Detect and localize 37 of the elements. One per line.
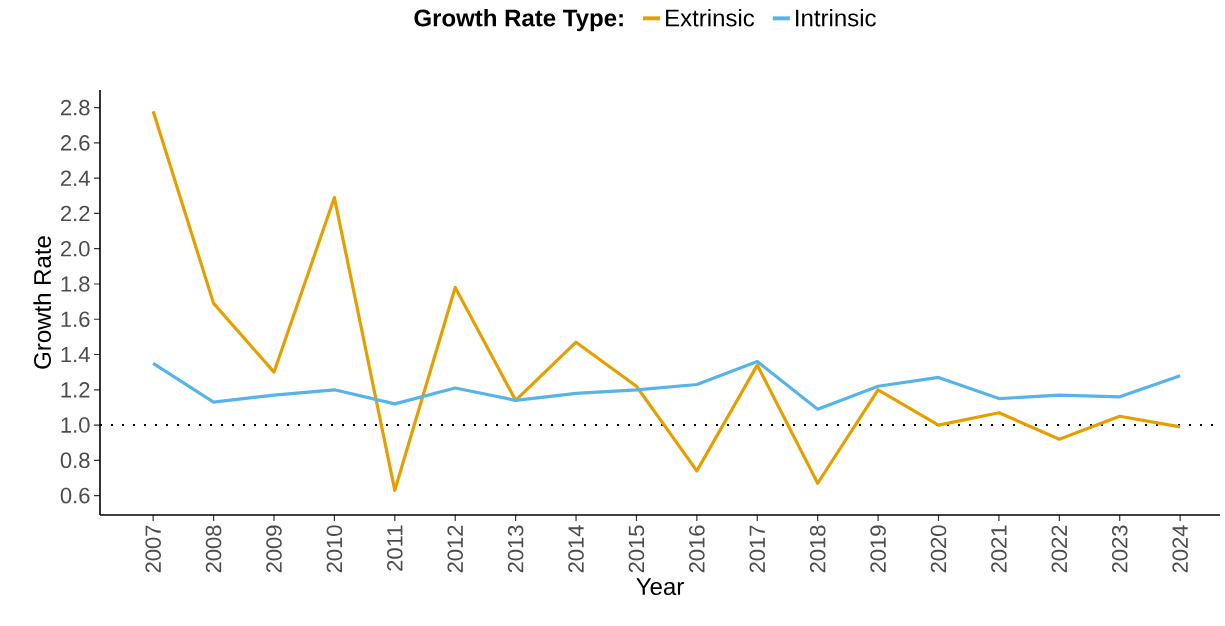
x-tick-label: 2019	[870, 525, 886, 573]
x-tick-label: 2023	[1111, 525, 1128, 573]
x-tick-label: 2020	[930, 525, 947, 573]
y-axis-title: Growth Rate	[33, 236, 52, 369]
x-tick-label: 2016	[689, 525, 705, 573]
x-axis-title: Year	[636, 578, 684, 596]
y-tick-label: 1.2	[61, 382, 90, 398]
x-tick-label: 2009	[266, 525, 282, 573]
x-tick-label: 2010	[326, 525, 343, 573]
y-tick-label: 1.8	[61, 276, 90, 292]
line-series	[151, 109, 1182, 492]
y-tick-label: 0.6	[60, 487, 90, 504]
x-tick-label: 2017	[749, 525, 766, 573]
y-tick-label: 2.2	[61, 205, 90, 222]
line-series	[151, 359, 1182, 411]
x-tick-label: 2015	[628, 525, 645, 573]
x-tick-label: 2021	[991, 525, 1007, 573]
y-tick-label: 2.4	[61, 170, 90, 186]
x-tick-label: 2011	[387, 525, 403, 571]
x-tick-label: 2008	[205, 525, 222, 573]
x-tick-label: 2022	[1051, 525, 1068, 573]
y-tick-label: 2.0	[61, 240, 90, 257]
y-tick-label: 1.6	[61, 311, 90, 328]
x-tick-label: 2018	[809, 525, 826, 573]
y-tick-label: 1.4	[61, 346, 90, 363]
y-tick-label: 0.8	[60, 452, 90, 469]
x-tick-label: 2012	[447, 525, 464, 573]
x-tick-label: 2014	[568, 525, 584, 573]
y-tick-label: 2.6	[61, 135, 90, 151]
x-tick-label: 2024	[1172, 525, 1188, 573]
legend-label: Intrinsic	[796, 8, 876, 27]
legend-label: Extrinsic	[666, 8, 755, 27]
y-tick-label: 1.0	[61, 417, 90, 433]
legend-title: Growth Rate Type:	[414, 8, 623, 32]
x-tick-label: 2013	[507, 525, 524, 573]
y-tick-label: 2.8	[61, 99, 90, 116]
x-tick-label: 2007	[145, 525, 161, 573]
